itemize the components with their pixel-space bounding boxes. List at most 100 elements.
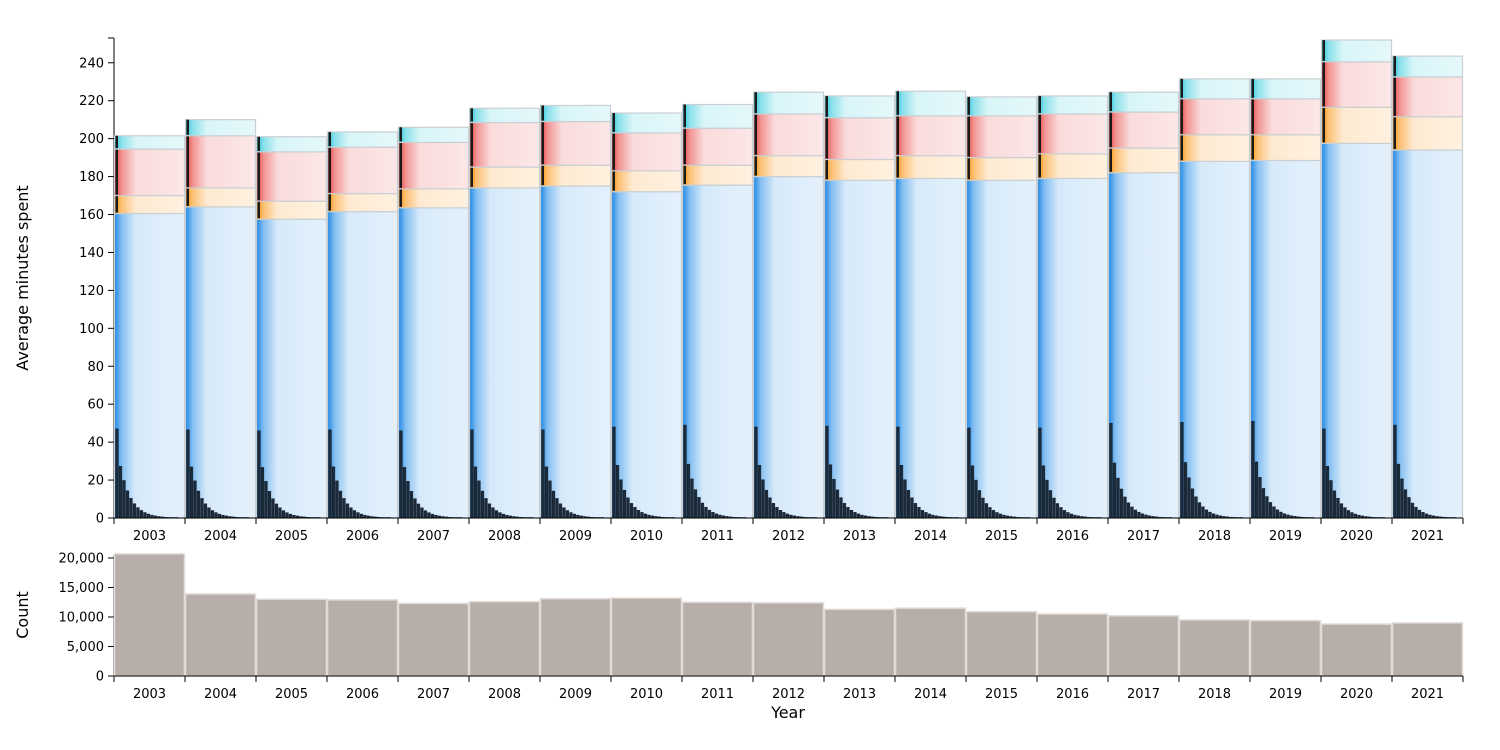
bar-segment — [184, 119, 257, 137]
x-tick-label: 2017 — [1127, 687, 1160, 702]
x-tick-label: 2003 — [133, 529, 166, 544]
distribution-bin — [118, 466, 123, 519]
distribution-bin — [1407, 497, 1411, 519]
distribution-bin — [977, 490, 982, 519]
segment-marker — [825, 159, 828, 180]
segment-marker — [1180, 134, 1183, 161]
bar-segment — [823, 117, 896, 161]
segment-marker — [1393, 76, 1396, 116]
count-bar — [1107, 615, 1180, 677]
distribution-bin — [1279, 511, 1283, 519]
x-tick-label: 2007 — [417, 529, 450, 544]
count-bar — [1320, 623, 1393, 677]
x-tick-label: 2003 — [133, 687, 166, 702]
segment-marker — [683, 104, 686, 128]
distribution-bin — [122, 480, 126, 519]
bar-segment — [539, 120, 612, 166]
segment-marker — [1322, 61, 1325, 107]
bar-segment — [1320, 61, 1393, 108]
distribution-bin — [970, 465, 975, 519]
distribution-bin — [856, 513, 861, 519]
distribution-bin — [477, 480, 481, 519]
x-tick-label: 2011 — [701, 529, 734, 544]
bar-segment — [1391, 76, 1464, 118]
distribution-bin — [136, 507, 140, 519]
distribution-bin — [423, 510, 428, 519]
distribution-bin — [1045, 479, 1049, 519]
distribution-bin — [998, 513, 1003, 519]
distribution-bin — [1041, 465, 1046, 519]
segment-marker — [683, 165, 686, 185]
distribution-bin — [278, 507, 282, 519]
segment-marker — [1109, 148, 1112, 172]
segment-marker — [257, 151, 260, 201]
x-tick-label: 2011 — [701, 687, 734, 702]
bar-segment — [1391, 149, 1464, 519]
count-bar — [539, 597, 612, 677]
bar-segment — [326, 146, 399, 195]
bar-segment — [468, 166, 541, 189]
y-tick-label: 10,000 — [59, 610, 105, 625]
distribution-bin — [359, 513, 364, 519]
count-bar — [1391, 622, 1464, 677]
bar-segment — [1036, 95, 1109, 115]
distribution-bin — [146, 513, 151, 519]
distribution-bin — [1109, 422, 1113, 519]
distribution-bin — [846, 507, 850, 519]
bar-segment — [113, 212, 186, 519]
distribution-bin — [1325, 466, 1330, 519]
distribution-bin — [1410, 502, 1415, 519]
y-tick-label: 180 — [79, 170, 104, 185]
distribution-bin — [1055, 503, 1060, 519]
distribution-bin — [761, 479, 765, 519]
distribution-bin — [1417, 509, 1422, 519]
distribution-bin — [548, 480, 552, 519]
distribution-bin — [186, 429, 190, 519]
bar-segment — [610, 132, 683, 172]
distribution-bin — [1339, 503, 1344, 519]
bar-segment — [681, 127, 754, 166]
segment-marker — [1322, 40, 1325, 61]
bar-segment — [965, 96, 1038, 117]
x-tick-label: 2014 — [914, 529, 947, 544]
bar-segment — [1320, 39, 1393, 63]
distribution-bin — [558, 503, 563, 519]
distribution-bin — [828, 464, 833, 519]
distribution-bin — [924, 512, 928, 519]
distribution-bin — [1275, 509, 1280, 519]
bar-segment — [1249, 159, 1322, 519]
segment-marker — [1180, 98, 1183, 134]
segment-marker — [1180, 78, 1183, 98]
distribution-bin — [853, 512, 857, 519]
distribution-bin — [1400, 478, 1404, 519]
bar-segment — [1036, 113, 1109, 155]
bar-segment — [610, 170, 683, 193]
distribution-bin — [1133, 509, 1138, 519]
count-bar — [823, 608, 896, 677]
bar-segment — [539, 164, 612, 187]
distribution-bin — [629, 503, 634, 519]
distribution-bin — [1208, 511, 1212, 519]
segment-marker — [186, 187, 189, 206]
distribution-bin — [920, 510, 925, 519]
bar-segment — [1107, 111, 1180, 149]
bar-segment — [752, 113, 825, 157]
distribution-bin — [1116, 477, 1120, 519]
bar-segment — [113, 194, 186, 215]
count-bar — [397, 602, 470, 677]
distribution-bin — [1414, 506, 1418, 519]
segment-marker — [754, 113, 757, 155]
count-bar — [1249, 619, 1322, 677]
bar-segment — [1391, 55, 1464, 78]
distribution-bin — [643, 513, 648, 519]
x-tick-label: 2018 — [1198, 529, 1231, 544]
distribution-bin — [399, 430, 403, 519]
bar-segment — [752, 175, 825, 519]
y-axis-label-bottom: Count — [13, 591, 32, 639]
bar-segment — [255, 151, 328, 202]
distribution-bin — [700, 502, 705, 519]
y-tick-label: 0 — [96, 670, 104, 685]
distribution-bin — [832, 479, 836, 519]
distribution-bin — [906, 489, 911, 519]
bar-segment — [965, 115, 1038, 159]
